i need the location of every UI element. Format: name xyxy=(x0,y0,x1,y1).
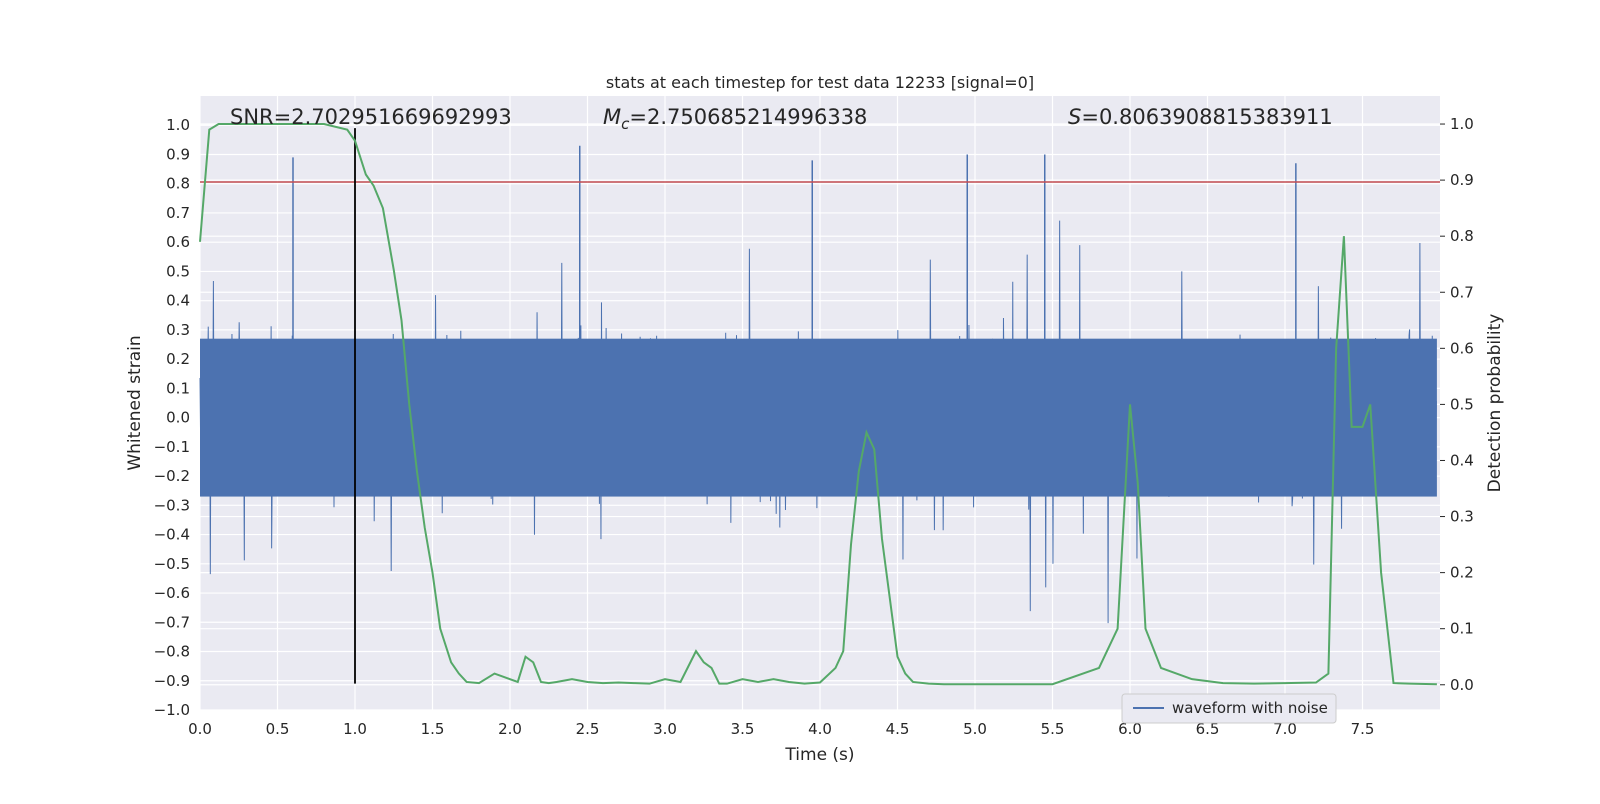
x-tick-label: 7.0 xyxy=(1273,720,1297,738)
snr-annotation: SNR=2.702951669692993 xyxy=(230,105,512,129)
y-right-tick-label: 0.6 xyxy=(1450,339,1474,357)
mc-subscript: c xyxy=(621,115,630,133)
x-tick-label: 3.5 xyxy=(731,720,755,738)
y-right-tick-label: 0.7 xyxy=(1450,283,1474,301)
strain-core-band xyxy=(200,338,1437,497)
y-left-tick-label: −0.8 xyxy=(154,643,190,661)
x-tick-label: 7.5 xyxy=(1351,720,1375,738)
x-tick-labels: 0.0 0.5 1.0 1.5 2.0 2.5 3.0 3.5 4.0 4.5 5.0 5.5 6.0 6… xyxy=(188,720,1374,738)
x-tick-label: 0.0 xyxy=(188,720,212,738)
y-axis-label-left: Whitened strain xyxy=(125,335,145,470)
legend: waveform with noise xyxy=(1121,693,1337,724)
x-tick-label: 4.5 xyxy=(886,720,910,738)
y-left-tick-label: 0.8 xyxy=(166,175,190,193)
x-tick-label: 5.5 xyxy=(1041,720,1065,738)
y-left-tick-label: 0.1 xyxy=(166,379,190,397)
y-left-tick-label: 0.9 xyxy=(166,145,190,163)
x-tick-label: 2.0 xyxy=(498,720,522,738)
x-tick-label: 3.0 xyxy=(653,720,677,738)
y-right-tick-label: 0.3 xyxy=(1450,508,1474,526)
mc-symbol: M xyxy=(603,105,621,129)
y-right-tick-label: 0.2 xyxy=(1450,564,1474,582)
overlay xyxy=(199,123,1440,686)
x-tick-label: 1.0 xyxy=(343,720,367,738)
legend-box xyxy=(1121,693,1337,724)
detection-probability-line xyxy=(199,123,1437,686)
s-annotation: S=0.8063908815383911 xyxy=(1068,105,1333,129)
x-tick-label: 6.5 xyxy=(1196,720,1220,738)
x-tick-label: 2.5 xyxy=(576,720,600,738)
mc-value: =2.750685214996338 xyxy=(629,105,867,129)
y-left-tick-label: −0.9 xyxy=(154,672,190,690)
x-axis-label: Time (s) xyxy=(784,745,854,765)
legend-label: waveform with noise xyxy=(1172,699,1328,717)
y-right-tick-label: 0.0 xyxy=(1450,676,1474,694)
x-tick-label: 1.5 xyxy=(421,720,445,738)
x-tick-label: 0.5 xyxy=(266,720,290,738)
y-left-tick-label: 0.6 xyxy=(166,233,190,251)
y-axis-label-right: Detection probability xyxy=(1485,314,1505,493)
y-right-tick-label: 0.5 xyxy=(1450,395,1474,413)
y-right-tick-labels: 1.0 0.9 0.8 0.7 0.6 0.5 0.4 0.3 0.2 0.1 0.0 xyxy=(1440,115,1474,694)
x-tick-label: 5.0 xyxy=(963,720,987,738)
y-left-tick-label: −0.1 xyxy=(154,438,190,456)
y-left-tick-label: −0.4 xyxy=(154,526,190,544)
y-left-tick-labels: 1.0 0.9 0.8 0.7 0.6 0.5 0.4 0.3 0.2 0.1 0.0 −0.1 −0.… xyxy=(154,116,190,719)
y-right-tick-label: 0.1 xyxy=(1450,620,1474,638)
chart-title: stats at each timestep for test data 122… xyxy=(606,73,1034,92)
y-left-tick-label: 0.2 xyxy=(166,350,190,368)
y-left-tick-label: −0.3 xyxy=(154,496,190,514)
y-right-tick-label: 0.9 xyxy=(1450,171,1474,189)
mc-annotation: Mc=2.750685214996338 xyxy=(603,105,867,133)
y-right-tick-label: 0.4 xyxy=(1450,451,1474,469)
x-tick-label: 4.0 xyxy=(808,720,832,738)
y-left-tick-label: 0.0 xyxy=(166,409,190,427)
y-left-tick-label: −0.7 xyxy=(154,613,190,631)
y-right-tick-label: 1.0 xyxy=(1450,115,1474,133)
y-left-tick-label: 0.4 xyxy=(166,292,190,310)
y-left-tick-label: 0.5 xyxy=(166,262,190,280)
s-value: =0.8063908815383911 xyxy=(1081,105,1332,129)
y-left-tick-label: −1.0 xyxy=(154,701,190,719)
y-right-tick-label: 0.8 xyxy=(1450,227,1474,245)
s-symbol: S xyxy=(1068,105,1081,129)
y-left-tick-label: −0.5 xyxy=(154,555,190,573)
y-left-tick-label: −0.2 xyxy=(154,467,190,485)
y-left-tick-label: 0.7 xyxy=(166,204,190,222)
y-left-tick-label: −0.6 xyxy=(154,584,190,602)
y-left-tick-label: 1.0 xyxy=(166,116,190,134)
x-tick-label: 6.0 xyxy=(1118,720,1142,738)
y-left-tick-label: 0.3 xyxy=(166,321,190,339)
